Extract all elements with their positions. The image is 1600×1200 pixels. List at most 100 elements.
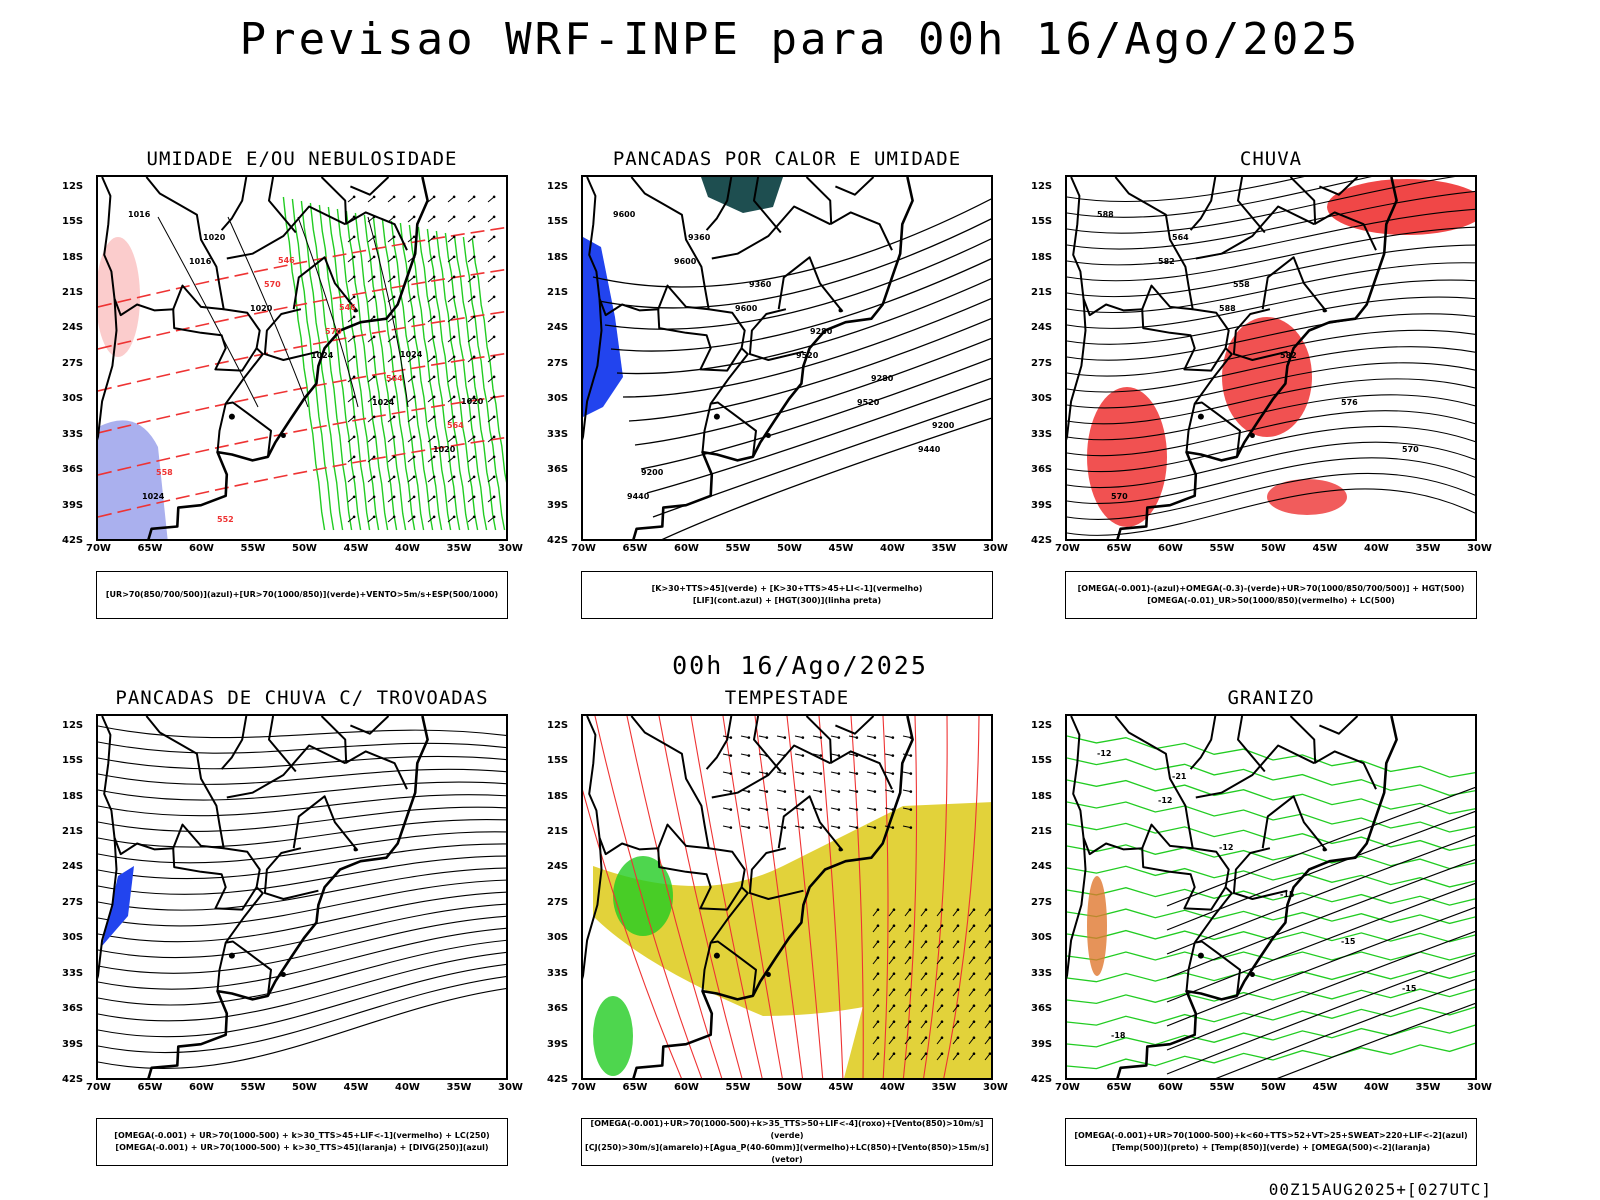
lon-tick-label: 35W <box>1415 1082 1441 1093</box>
contour-label: 564 <box>386 374 403 383</box>
contour-label: -12 <box>1097 749 1111 758</box>
legend-line: [Temp(500)](preto) + [Temp(850)](verde) … <box>1111 1143 1431 1152</box>
contour-label: 9280 <box>810 327 833 336</box>
lat-tick-label: 39S <box>1031 1038 1053 1050</box>
lat-tick-label: 42S <box>62 1074 84 1085</box>
lat-tick-label: 33S <box>62 428 84 440</box>
contour-label: 564 <box>1172 233 1189 242</box>
lat-tick-label: 42S <box>1031 1074 1053 1085</box>
lon-tick-label: 50W <box>1261 543 1286 554</box>
lat-tick-label: 36S <box>1031 464 1053 476</box>
panel-5-map <box>581 714 993 1080</box>
lat-tick-label: 15S <box>62 755 84 767</box>
lon-tick-label: 50W <box>777 543 802 554</box>
lon-tick-label: 30W <box>983 543 1008 554</box>
contour-label: 564 <box>447 421 464 430</box>
lat-tick-label: 21S <box>62 287 84 299</box>
lat-tick-label: 39S <box>62 1038 84 1050</box>
lon-tick-label: 70W <box>86 543 111 554</box>
lat-tick-label: 30S <box>1031 932 1053 944</box>
lon-tick-label: 35W <box>931 1082 957 1093</box>
lat-tick-label: 39S <box>62 499 84 511</box>
lat-tick-label: 24S <box>1031 861 1053 873</box>
contour-label: -15 <box>1402 984 1417 993</box>
lon-tick-label: 60W <box>189 1082 214 1093</box>
contour-label: 570 <box>1111 492 1128 501</box>
lon-tick-label: 30W <box>983 1082 1008 1093</box>
lon-tick-label: 60W <box>189 543 214 554</box>
contour-label: 576 <box>1341 398 1358 407</box>
panel-1-legend: [UR>70(850/700/500)](azul)+[UR>70(1000/8… <box>96 571 508 619</box>
legend-line: [CJ(250)>30m/s](amarelo)+[Agua_P(40-60mm… <box>585 1143 989 1164</box>
main-title: Previsao WRF-INPE para 00h 16/Ago/2025 <box>239 14 1361 65</box>
lon-tick-label: 45W <box>1312 543 1338 554</box>
lon-tick-label: 30W <box>498 1082 523 1093</box>
lon-tick-label: 30W <box>1467 1082 1492 1093</box>
lon-tick-label: 50W <box>1261 1082 1286 1093</box>
lat-tick-label: 15S <box>1031 216 1053 228</box>
lat-tick-label: 24S <box>547 861 569 873</box>
panel-4-title: PANCADAS DE CHUVA C/ TROVOADAS <box>115 687 489 709</box>
lon-tick-label: 35W <box>446 1082 472 1093</box>
lon-tick-label: 60W <box>1158 543 1183 554</box>
panel-3-title: CHUVA <box>1239 148 1303 170</box>
legend-line: [K>30+TTS>45](verde) + [K>30+TTS>45+LI<-… <box>651 584 923 593</box>
panel-1-title: UMIDADE E/OU NEBULOSIDADE <box>146 148 458 170</box>
contour-label: 1020 <box>203 233 226 242</box>
lat-tick-label: 27S <box>547 357 569 369</box>
lat-tick-label: 12S <box>62 180 84 192</box>
lon-tick-label: 55W <box>1209 543 1235 554</box>
contour-label: 9600 <box>613 210 636 219</box>
contour-label: 582 <box>1158 257 1175 266</box>
lon-tick-label: 55W <box>240 543 266 554</box>
contour-label: 546 <box>278 256 295 265</box>
lat-tick-label: 39S <box>1031 499 1053 511</box>
legend-line: [UR>70(850/700/500)](azul)+[UR>70(1000/8… <box>105 590 499 599</box>
contour-label: 552 <box>217 515 234 524</box>
contour-label: 1024 <box>372 398 395 407</box>
contour-label: 9600 <box>735 304 758 313</box>
lon-tick-label: 65W <box>1106 543 1132 554</box>
legend-line: [OMEGA(-0.001) + UR>70(1000-500) + k>30_… <box>114 1131 490 1140</box>
lon-tick-label: 65W <box>137 1082 163 1093</box>
lat-tick-label: 33S <box>1031 428 1053 440</box>
contour-label: 558 <box>1233 280 1250 289</box>
lon-tick-label: 45W <box>1312 1082 1338 1093</box>
lat-tick-label: 21S <box>547 287 569 299</box>
lat-tick-label: 33S <box>547 428 569 440</box>
legend-line: [OMEGA(-0.01)_UR>50(1000/850)(vermelho) … <box>1147 596 1395 605</box>
lon-tick-label: 65W <box>137 543 163 554</box>
panel-2-legend: [K>30+TTS>45](verde) + [K>30+TTS>45+LI<-… <box>581 571 993 619</box>
panel-6-title: GRANIZO <box>1227 687 1315 709</box>
lat-tick-label: 12S <box>1031 719 1053 731</box>
contour-label: 9440 <box>627 492 650 501</box>
lon-tick-label: 45W <box>343 1082 369 1093</box>
lat-tick-label: 18S <box>62 251 84 263</box>
lon-tick-label: 65W <box>1106 1082 1132 1093</box>
panel-2-title: PANCADAS POR CALOR E UMIDADE <box>612 148 962 170</box>
lat-tick-label: 36S <box>1031 1003 1053 1015</box>
lat-tick-label: 15S <box>547 216 569 228</box>
lon-tick-label: 40W <box>880 543 905 554</box>
lon-tick-label: 30W <box>1467 543 1492 554</box>
contour-label: 1016 <box>189 257 212 266</box>
lat-tick-label: 21S <box>1031 826 1053 838</box>
contour-label: 1020 <box>433 445 456 454</box>
lon-tick-label: 40W <box>880 1082 905 1093</box>
lat-tick-label: 27S <box>1031 896 1053 908</box>
legend-line: [OMEGA(-0.001)-(azul)+OMEGA(-0.3)-(verde… <box>1077 584 1465 593</box>
lat-tick-label: 21S <box>62 826 84 838</box>
lat-tick-label: 30S <box>547 932 569 944</box>
lon-tick-label: 65W <box>622 1082 648 1093</box>
contour-label: -15 <box>1280 890 1295 899</box>
contour-label: 546 <box>339 303 356 312</box>
contour-label: 588 <box>1097 210 1114 219</box>
contour-label: -12 <box>1219 843 1233 852</box>
lon-tick-label: 50W <box>292 543 317 554</box>
lat-tick-label: 18S <box>547 790 569 802</box>
legend-line: [OMEGA(-0.001) + UR>70(1000-500) + k>30_… <box>115 1143 489 1152</box>
lat-tick-label: 21S <box>1031 287 1053 299</box>
contour-label: 9360 <box>688 233 711 242</box>
contour-label: 1024 <box>142 492 165 501</box>
lat-tick-label: 27S <box>62 357 84 369</box>
